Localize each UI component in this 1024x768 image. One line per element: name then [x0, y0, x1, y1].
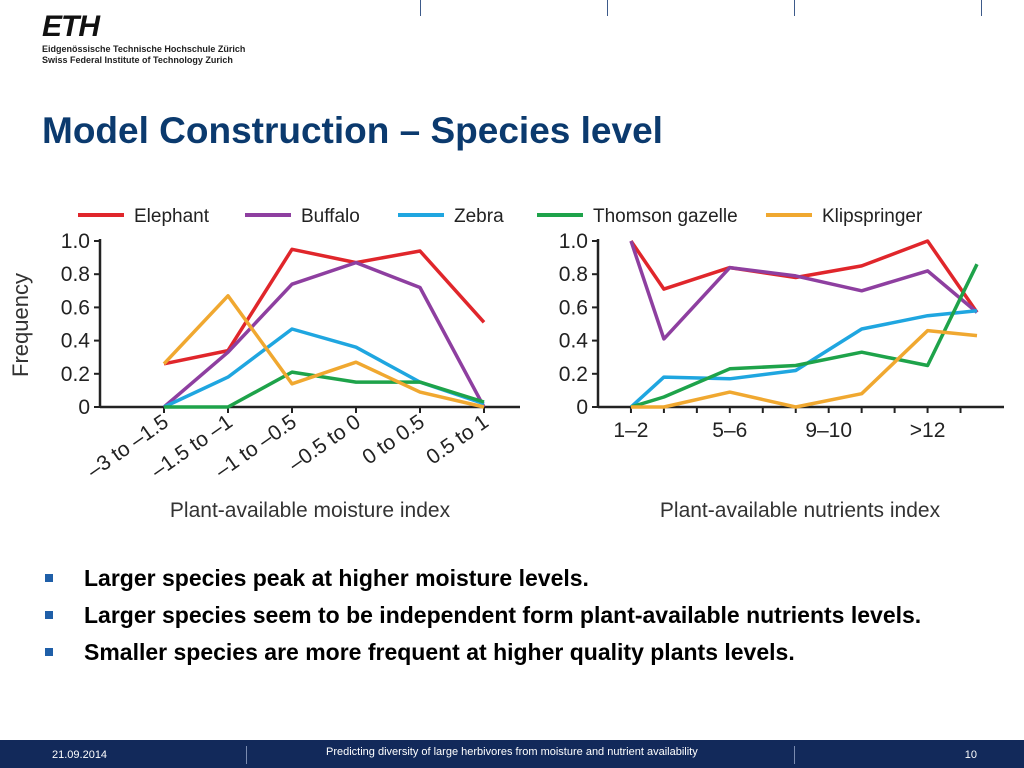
legend-label: Buffalo — [301, 206, 360, 227]
y-tick-label: 0.4 — [61, 330, 91, 353]
bullet-item: Smaller species are more frequent at hig… — [40, 636, 1000, 669]
y-tick-label: 0.2 — [559, 363, 588, 386]
legend-label: Thomson gazelle — [593, 206, 738, 227]
header-divider — [794, 0, 795, 16]
logo-mark: ETH — [42, 10, 100, 43]
y-axis-label: Frequency — [8, 273, 33, 377]
y-tick-label: 0 — [78, 396, 90, 419]
legend-label: Zebra — [454, 206, 504, 227]
x-tick-label: 0 to 0.5 — [358, 410, 429, 469]
legend-label: Klipspringer — [822, 206, 923, 227]
series-line-thomson-gazelle — [630, 263, 979, 409]
x-tick-label: –0.5 to 0 — [285, 410, 365, 476]
bullet-item: Larger species seem to be independent fo… — [40, 599, 1000, 632]
y-tick-label: 0.6 — [61, 296, 90, 319]
y-tick-label: 0.6 — [559, 296, 588, 319]
y-tick-label: 0 — [576, 396, 588, 419]
bullet-square-icon — [45, 574, 53, 582]
legend-label: Elephant — [134, 206, 210, 227]
footer-divider — [794, 746, 795, 764]
y-tick-label: 1.0 — [559, 230, 588, 253]
bullet-list: Larger species peak at higher moisture l… — [40, 562, 1000, 673]
bullet-square-icon — [45, 648, 53, 656]
series-line-thomson-gazelle — [164, 370, 485, 409]
x-tick-label: >12 — [910, 419, 946, 442]
bullet-text: Smaller species are more frequent at hig… — [84, 639, 795, 665]
y-tick-label: 0.8 — [559, 263, 588, 286]
series-line-klipspringer — [162, 294, 485, 409]
species-frequency-chart: Elephant Buffalo Zebra Thomson gazelle Klips… — [8, 206, 1004, 522]
header-divider — [420, 0, 421, 16]
x-axis-label: Plant-available nutrients index — [660, 499, 941, 522]
series-line-elephant — [163, 247, 486, 366]
series-line-klipspringer — [631, 328, 978, 409]
series-line-buffalo — [162, 260, 486, 409]
header-divider — [981, 0, 982, 16]
slide-title: Model Construction – Species level — [42, 110, 663, 151]
y-tick-label: 1.0 — [61, 230, 90, 253]
y-tick-label: 0.2 — [61, 363, 90, 386]
eth-logo: ETH Eidgenössische Technische Hochschule… — [42, 10, 246, 66]
x-tick-label: 0.5 to 1 — [422, 410, 493, 469]
logo-line-english: Swiss Federal Institute of Technology Zu… — [42, 55, 233, 65]
x-tick-label: 5–6 — [712, 419, 747, 442]
page-number: 10 — [964, 749, 977, 761]
footer-bar: 21.09.2014 Predicting diversity of large… — [0, 740, 1024, 768]
footer-title: Predicting diversity of large herbivores… — [326, 746, 698, 758]
y-tick-label: 0.8 — [61, 263, 90, 286]
header-divider — [607, 0, 608, 16]
x-tick-label: 9–10 — [805, 419, 852, 442]
x-axis-label: Plant-available moisture index — [170, 499, 451, 522]
series-line-buffalo — [629, 240, 979, 341]
bullet-square-icon — [45, 611, 53, 619]
footer-date: 21.09.2014 — [52, 749, 108, 761]
x-tick-label: 1–2 — [613, 419, 648, 442]
bullet-text: Larger species peak at higher moisture l… — [84, 565, 589, 591]
bullet-text: Larger species seem to be independent fo… — [84, 602, 922, 628]
y-tick-label: 0.4 — [559, 330, 589, 353]
bullet-item: Larger species peak at higher moisture l… — [40, 562, 1000, 595]
series-line-zebra — [629, 308, 978, 409]
logo-line-german: Eidgenössische Technische Hochschule Zür… — [42, 44, 246, 54]
footer-divider — [246, 746, 247, 764]
